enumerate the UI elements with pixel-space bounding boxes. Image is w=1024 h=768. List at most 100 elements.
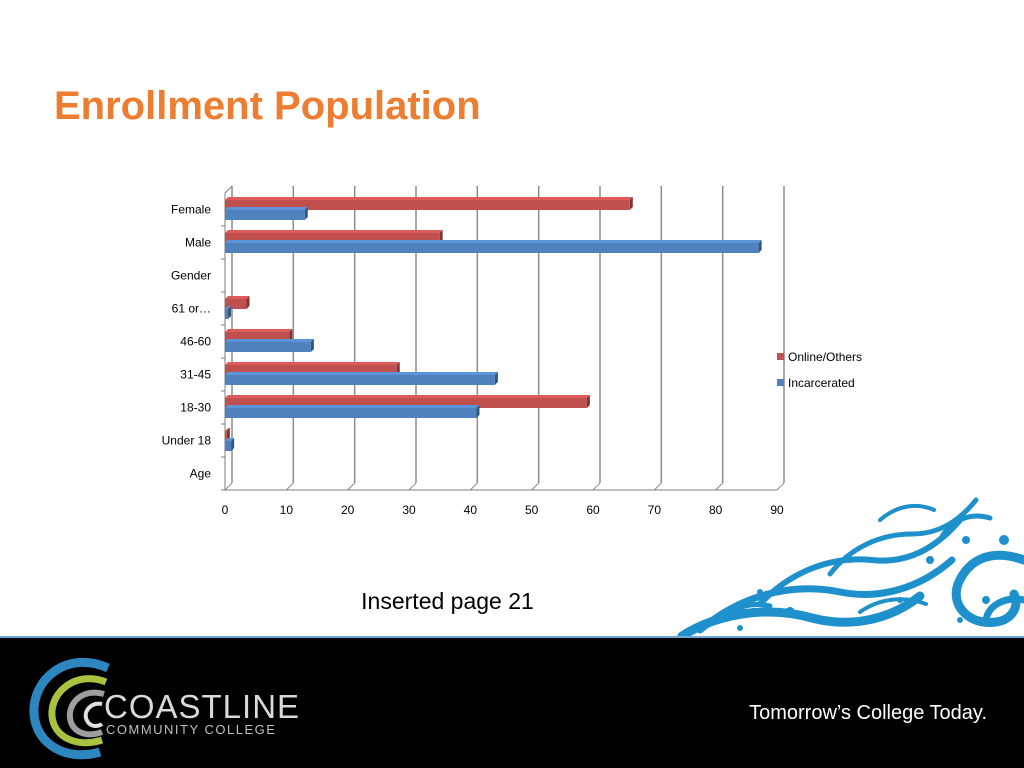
bar-front-face xyxy=(225,309,229,319)
bar-front-face xyxy=(225,243,759,253)
y-tick-label-2: 18-30 xyxy=(180,401,211,415)
bar-top-face xyxy=(225,405,480,408)
bar-top-face xyxy=(225,207,308,210)
bar-online-others-8 xyxy=(225,197,633,210)
bar-top-face xyxy=(225,296,250,299)
bar-end-face xyxy=(758,240,762,253)
footer-bar: COASTLINE COMMUNITY COLLEGE Tomorrow’s C… xyxy=(0,636,1024,768)
gridline-floor-50 xyxy=(531,482,540,491)
gridline-floor-20 xyxy=(347,482,356,491)
bar-online-others-7 xyxy=(225,230,443,243)
gridline-floor-40 xyxy=(469,482,478,491)
bar-top-face xyxy=(225,438,235,441)
legend-swatch-0 xyxy=(777,379,784,386)
bar-front-face xyxy=(225,210,305,220)
logo-subtitle: COMMUNITY COLLEGE xyxy=(106,722,277,737)
bar-end-face xyxy=(226,428,230,441)
logo-name: COASTLINE xyxy=(104,688,301,725)
chart-legend: Online/Others Incarcerated xyxy=(777,350,862,390)
inserted-page-caption: Inserted page 21 xyxy=(361,588,534,614)
x-tick-label-20: 20 xyxy=(341,503,355,517)
gridline-floor-90 xyxy=(776,482,785,491)
x-tick-label-0: 0 xyxy=(222,503,229,517)
bar-front-face xyxy=(225,332,290,342)
gridline-floor-30 xyxy=(408,482,417,491)
x-tick-label-50: 50 xyxy=(525,503,539,517)
bar-front-face xyxy=(225,375,495,385)
x-tick-label-90: 90 xyxy=(770,503,784,517)
bar-end-face xyxy=(629,197,633,210)
bar-top-face xyxy=(225,428,230,431)
x-tick-label-10: 10 xyxy=(280,503,294,517)
bar-online-others-1 xyxy=(225,428,230,441)
bar-incarcerated-2 xyxy=(225,405,480,418)
footer-divider xyxy=(0,636,1024,638)
bar-end-face xyxy=(494,372,498,385)
slide-title: Enrollment Population xyxy=(54,84,481,128)
bar-end-face xyxy=(310,339,314,352)
y-axis-depth xyxy=(224,185,233,194)
y-tick-label-7: Male xyxy=(185,236,211,250)
x-tick-label-70: 70 xyxy=(648,503,662,517)
bar-top-face xyxy=(225,362,400,365)
gridline-floor-80 xyxy=(715,482,724,491)
bar-top-face xyxy=(225,240,762,243)
y-tick-label-5: 61 or… xyxy=(172,302,211,316)
x-tick-label-40: 40 xyxy=(464,503,478,517)
bar-top-face xyxy=(225,339,314,342)
bar-top-face xyxy=(225,230,443,233)
bar-front-face xyxy=(225,398,587,408)
y-tick-label-8: Female xyxy=(171,203,211,217)
bar-end-face xyxy=(228,306,232,319)
coastline-logo-mark xyxy=(29,658,110,760)
bar-end-face xyxy=(246,296,250,309)
bar-end-face xyxy=(586,395,590,408)
y-tick-label-6: Gender xyxy=(171,269,211,283)
x-tick-label-60: 60 xyxy=(586,503,600,517)
bar-front-face xyxy=(225,233,440,243)
bar-incarcerated-3 xyxy=(225,372,498,385)
bar-top-face xyxy=(225,197,633,200)
bar-end-face xyxy=(289,329,293,342)
gridline-floor-70 xyxy=(653,482,662,491)
bar-incarcerated-5 xyxy=(225,306,232,319)
bar-top-face xyxy=(225,395,590,398)
bar-end-face xyxy=(439,230,443,243)
y-tick-label-0: Age xyxy=(190,467,212,481)
bar-end-face xyxy=(231,438,235,451)
bar-top-face xyxy=(225,372,498,375)
y-tick-label-4: 46-60 xyxy=(180,335,211,349)
x-tick-label-80: 80 xyxy=(709,503,723,517)
legend-swatch-1 xyxy=(777,353,784,360)
chart-labels: Age Under 18 18-30 31-45 46-60 61 or… Gender Ma… xyxy=(162,203,784,518)
bar-front-face xyxy=(225,431,227,441)
bar-online-others-3 xyxy=(225,362,400,375)
bar-front-face xyxy=(225,408,477,418)
gridline-floor-10 xyxy=(285,482,294,491)
bar-front-face xyxy=(225,365,397,375)
bar-incarcerated-1 xyxy=(225,438,235,451)
bar-incarcerated-8 xyxy=(225,207,308,220)
decorative-wave-swirl xyxy=(677,497,1024,640)
bar-end-face xyxy=(396,362,400,375)
y-tick-label-3: 31-45 xyxy=(180,368,211,382)
bar-end-face xyxy=(476,405,480,418)
bar-front-face xyxy=(225,441,232,451)
bar-front-face xyxy=(225,342,311,352)
footer-tagline: Tomorrow’s College Today. xyxy=(749,702,987,724)
x-tick-label-30: 30 xyxy=(402,503,416,517)
gridline-floor-0 xyxy=(224,482,233,491)
bar-top-face xyxy=(225,329,293,332)
gridline-floor-60 xyxy=(592,482,601,491)
bar-online-others-5 xyxy=(225,296,250,309)
enrollment-bar-chart: Age Under 18 18-30 31-45 46-60 61 or… Gender Ma… xyxy=(162,185,862,518)
bar-front-face xyxy=(225,200,630,210)
bar-online-others-4 xyxy=(225,329,293,342)
bar-incarcerated-4 xyxy=(225,339,314,352)
bar-online-others-2 xyxy=(225,395,590,408)
bar-front-face xyxy=(225,299,247,309)
bar-incarcerated-7 xyxy=(225,240,762,253)
chart-bars xyxy=(225,197,762,451)
bar-end-face xyxy=(304,207,308,220)
legend-label-0: Incarcerated xyxy=(788,376,855,390)
